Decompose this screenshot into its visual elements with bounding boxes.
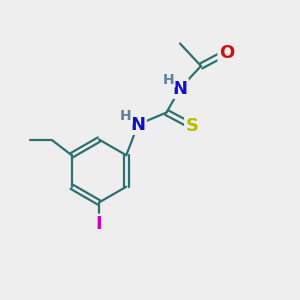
Text: I: I: [96, 215, 102, 233]
Text: N: N: [130, 116, 146, 134]
Text: O: O: [219, 44, 234, 62]
Text: S: S: [185, 117, 199, 135]
Text: N: N: [172, 80, 188, 98]
Text: H: H: [120, 109, 132, 123]
Text: H: H: [163, 73, 174, 86]
